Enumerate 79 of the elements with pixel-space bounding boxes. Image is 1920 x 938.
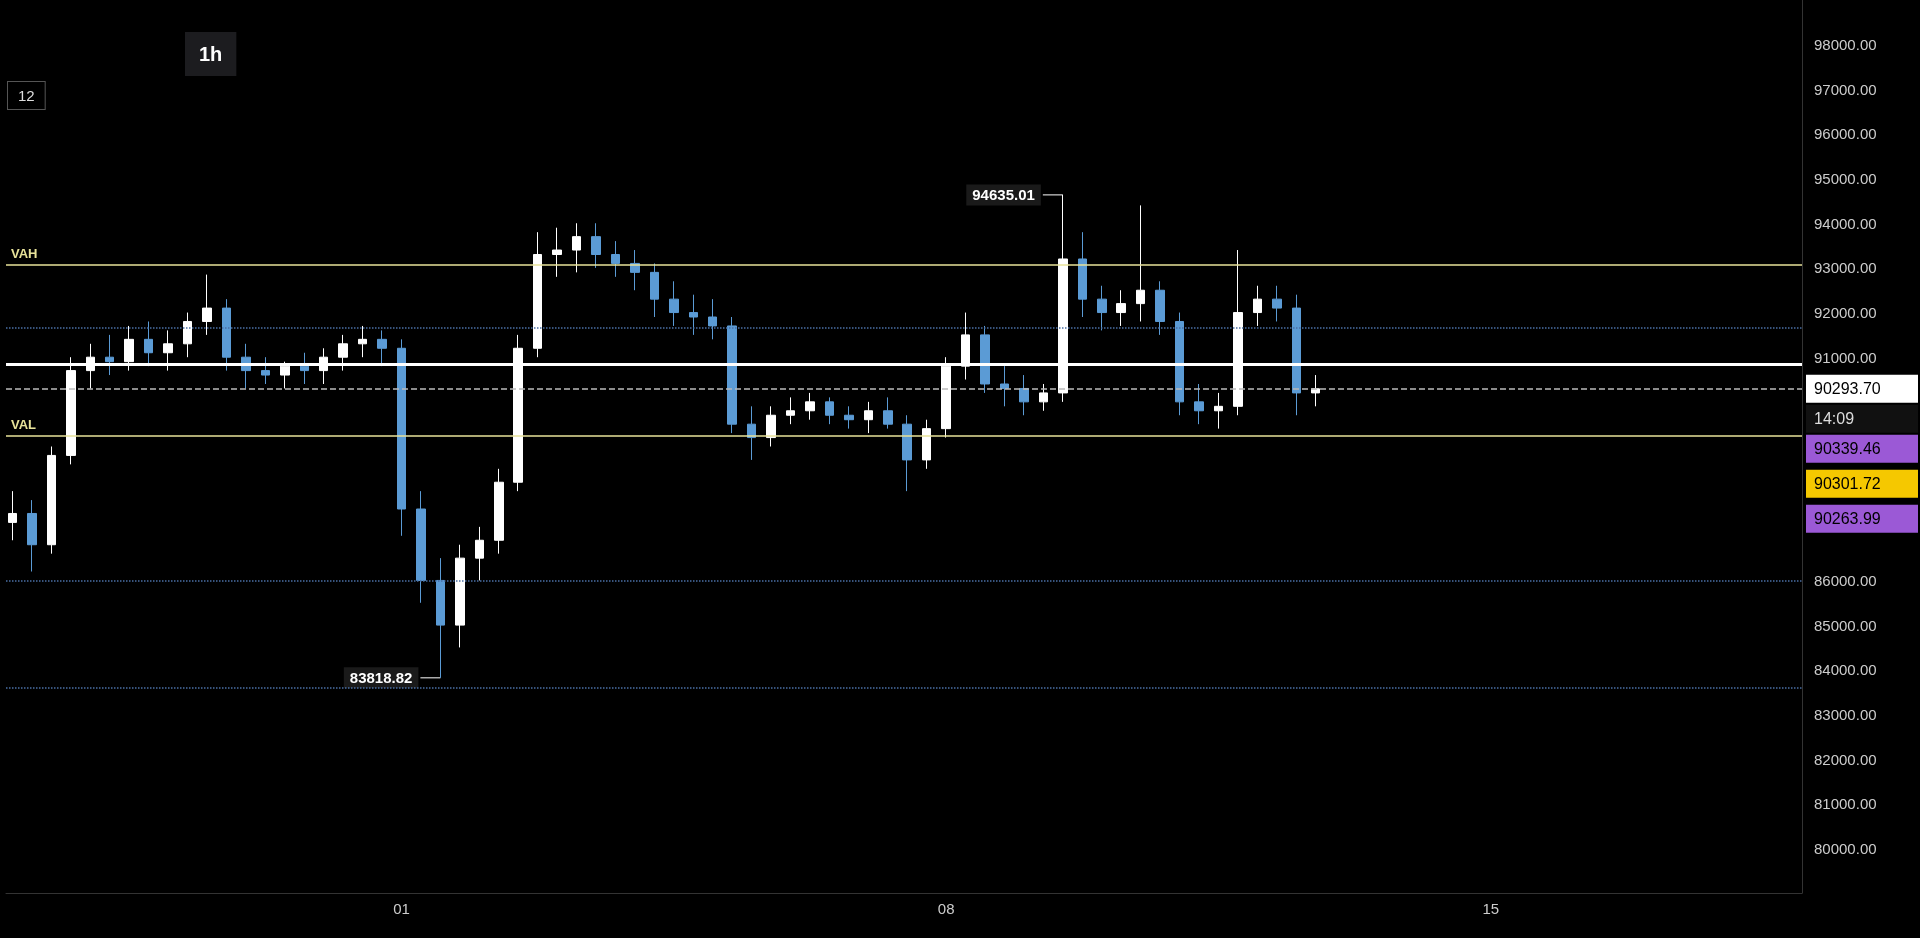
candlestick — [980, 325, 990, 394]
candlestick — [494, 468, 504, 555]
candlestick — [1155, 280, 1165, 336]
y-tick-label: 92000.00 — [1814, 304, 1877, 322]
candlestick — [650, 262, 659, 318]
candlestick — [591, 222, 601, 269]
candlestick — [1116, 289, 1126, 327]
y-tick-label: 97000.00 — [1814, 80, 1877, 98]
y-tick-label: 91000.00 — [1814, 348, 1877, 366]
ref-line-label: VAL — [11, 417, 37, 433]
y-tick-label: 98000.00 — [1814, 36, 1877, 54]
candlestick — [1292, 294, 1301, 416]
y-tick-label: 94000.00 — [1814, 214, 1877, 232]
candlestick — [805, 392, 815, 421]
candlestick — [669, 280, 679, 327]
x-tick-label: 08 — [937, 900, 955, 917]
candlestick — [1253, 285, 1262, 327]
candlestick — [766, 405, 776, 447]
text: 90293.70 — [1814, 380, 1881, 398]
candlestick — [533, 231, 542, 358]
y-tick-label: 85000.00 — [1814, 616, 1877, 634]
text: 90301.72 — [1814, 475, 1881, 493]
y-tick-label: 84000.00 — [1814, 661, 1877, 679]
candlestick — [47, 446, 56, 555]
candlestick — [105, 334, 114, 376]
candlestick — [475, 526, 484, 581]
ref-line-label: VAH — [11, 245, 38, 261]
candlestick — [786, 396, 795, 425]
candlestick — [1272, 285, 1282, 322]
candlestick — [902, 414, 912, 492]
candlestick — [689, 294, 698, 336]
candlestick — [1136, 204, 1145, 322]
candlestick — [261, 356, 270, 385]
annotation: 1h — [199, 43, 223, 65]
candlestick — [8, 490, 17, 541]
candlestick — [1019, 374, 1029, 416]
x-tick-label: 15 — [1482, 900, 1500, 917]
candlestick — [727, 316, 737, 434]
candlestick — [27, 499, 37, 573]
candlestick — [300, 352, 309, 385]
annotation: 94635.01 — [972, 186, 1035, 204]
candlestick — [358, 325, 367, 358]
text: 90263.99 — [1814, 510, 1881, 528]
y-tick-label: 80000.00 — [1814, 839, 1877, 857]
candlestick — [864, 401, 873, 434]
candlestick — [183, 312, 192, 358]
candlestick — [1000, 365, 1009, 407]
candlestick — [1175, 312, 1184, 416]
y-tick-label: 96000.00 — [1814, 125, 1877, 143]
candlestick — [436, 557, 445, 679]
candlestick — [1097, 285, 1107, 331]
y-tick-label: 81000.00 — [1814, 795, 1877, 813]
x-tick-label: 01 — [393, 900, 410, 917]
candlestick — [1194, 383, 1204, 425]
candlestick — [1078, 231, 1087, 318]
candlestick — [455, 544, 465, 648]
candlestick — [416, 490, 426, 604]
y-tick-label: 93000.00 — [1814, 259, 1877, 277]
y-tick-label: 95000.00 — [1814, 170, 1877, 188]
y-tick-label: 83000.00 — [1814, 705, 1877, 723]
candlestick — [222, 298, 231, 372]
annotation: 12 — [18, 87, 35, 104]
candlestick — [825, 396, 834, 425]
candlestick — [844, 405, 854, 430]
annotation: 83818.82 — [349, 669, 413, 687]
text: 90339.46 — [1814, 440, 1881, 458]
candlestick — [922, 419, 931, 470]
candlestick — [611, 240, 620, 278]
candlestick — [572, 222, 581, 273]
y-tick-label: 82000.00 — [1814, 750, 1877, 768]
candlestick — [1039, 383, 1048, 412]
candlestick — [1214, 392, 1223, 430]
text: 14:09 — [1814, 410, 1855, 428]
candlestick — [552, 227, 562, 278]
candlestick — [708, 298, 717, 340]
y-tick-label: 86000.00 — [1814, 571, 1877, 589]
candlestick — [397, 338, 406, 537]
candlestick — [202, 274, 212, 336]
candlestick — [883, 396, 893, 430]
